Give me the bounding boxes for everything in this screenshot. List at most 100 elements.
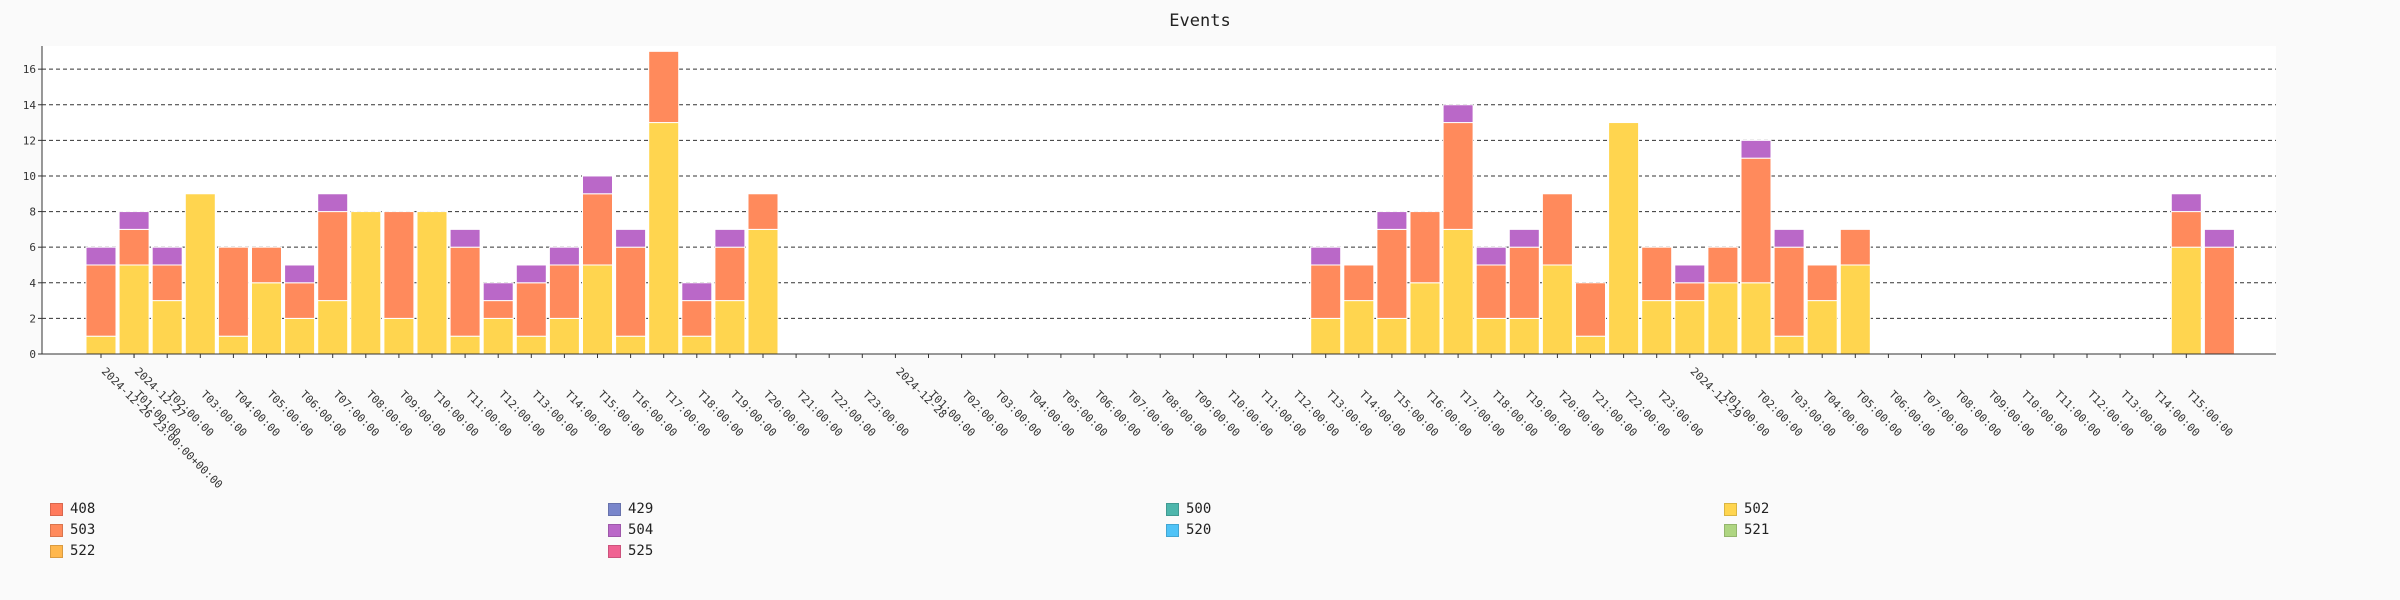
legend-label: 504 [628,522,654,538]
bar-segment-504 [118,211,150,230]
bar-segment-503 [1806,264,1838,302]
y-tick-label: 14 [23,99,37,112]
bar-segment-502 [582,264,613,355]
legend-item: 502 [1724,500,2282,518]
bar-segment-503 [482,300,514,319]
legend-item: 500 [1166,500,1724,518]
legend-item: 408 [50,500,608,518]
legend: 408 429 500 502 503 504 520 521 522 525 [50,500,2350,560]
bar-segment-503 [1343,264,1375,302]
y-axis: 0 2 4 6 8 10 12 14 16 [23,46,43,361]
bar-segment-502 [1608,122,1640,355]
bar-segment-503 [1409,211,1441,284]
legend-swatch [608,523,621,537]
y-tick-label: 10 [23,170,36,183]
bar-segment-502 [1442,228,1474,355]
bar-segment-503 [1641,246,1673,302]
bar-segment-502 [1674,300,1706,355]
bar-segment-504 [482,282,514,302]
legend-item: 520 [1166,521,1724,539]
bar-segment-503 [1740,157,1772,284]
bar-segment-503 [714,246,746,302]
bars [85,50,2235,355]
bar-segment-503 [1541,193,1573,266]
legend-item: 525 [608,542,1166,560]
bar-segment-502 [1773,335,1805,355]
bar-segment-504 [449,228,481,248]
legend-label: 408 [70,501,96,517]
bar-segment-503 [449,246,481,337]
legend-swatch [1724,523,1737,537]
bar-segment-502 [714,300,746,355]
bar-segment-504 [1740,139,1772,159]
bar-segment-504 [2170,193,2202,213]
bar-segment-502 [251,282,282,355]
bar-segment-502 [1575,335,1606,355]
bar-segment-503 [2203,246,2235,355]
bar-segment-504 [681,282,713,302]
legend-item: 429 [608,500,1166,518]
bar-segment-503 [1674,282,1706,302]
bar-segment-504 [151,246,183,266]
bar-segment-502 [1475,317,1507,355]
legend-swatch [1724,502,1737,516]
bar-segment-504 [548,246,580,266]
y-tick-label: 16 [23,63,36,76]
legend-label: 525 [628,543,654,559]
bar-segment-502 [2170,246,2202,355]
bar-segment-502 [184,193,216,355]
bar-segment-502 [1839,264,1871,355]
bar-segment-502 [681,335,713,355]
bar-segment-504 [1773,228,1805,248]
legend-label: 500 [1186,501,1212,517]
legend-item: 504 [608,521,1166,539]
bar-segment-502 [1641,300,1673,355]
bar-segment-504 [582,175,613,195]
bar-segment-502 [648,122,680,355]
chart-title: Events [1169,11,1230,31]
bar-segment-503 [1475,264,1507,319]
bar-segment-502 [383,317,415,355]
bar-segment-504 [1475,246,1507,266]
bar-segment-502 [217,335,249,355]
bar-segment-502 [151,300,183,355]
bar-segment-503 [251,246,282,284]
bar-segment-504 [615,228,647,248]
bar-segment-503 [2170,211,2202,248]
bar-segment-503 [681,300,713,337]
bar-segment-503 [383,211,415,319]
bar-segment-502 [1409,282,1441,355]
bar-segment-503 [548,264,580,319]
bar-segment-503 [1376,228,1408,319]
legend-label: 520 [1186,522,1212,538]
y-tick-label: 0 [29,348,36,361]
bar-segment-504 [1310,246,1342,266]
legend-label: 429 [628,501,654,517]
legend-swatch [50,544,63,558]
bar-segment-502 [284,317,316,355]
legend-item: 522 [50,542,608,560]
bar-segment-503 [1575,282,1606,337]
legend-label: 522 [70,543,96,559]
legend-item [1724,542,2282,560]
bar-segment-503 [515,282,547,337]
legend-swatch [608,544,621,558]
bar-segment-503 [1707,246,1739,284]
y-tick-label: 8 [29,206,36,219]
bar-segment-504 [1674,264,1706,284]
bar-segment-503 [1310,264,1342,319]
legend-swatch [1166,502,1179,516]
bar-segment-502 [1508,317,1540,355]
bar-segment-503 [615,246,647,337]
legend-label: 503 [70,522,96,538]
bar-segment-502 [1541,264,1573,355]
bar-segment-502 [118,264,150,355]
bar-segment-503 [151,264,183,302]
bar-segment-502 [350,211,382,355]
legend-swatch [608,502,621,516]
bar-segment-502 [1707,282,1739,355]
bar-segment-503 [1839,228,1871,266]
bar-segment-504 [317,193,349,213]
legend-item: 521 [1724,521,2282,539]
